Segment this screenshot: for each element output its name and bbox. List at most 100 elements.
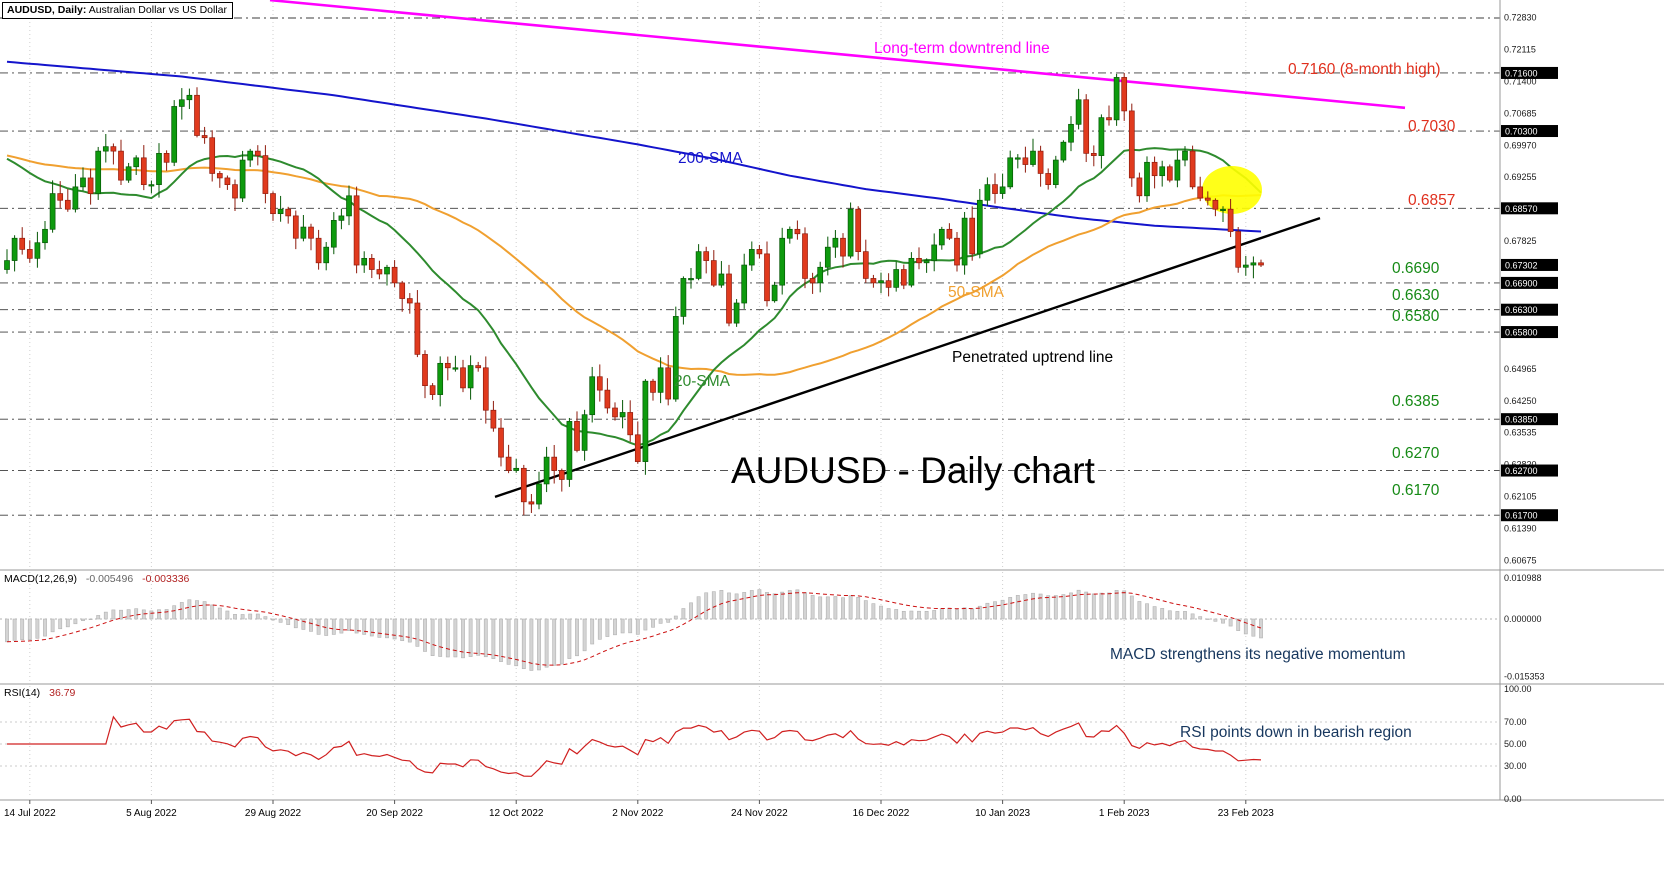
- candle-body: [840, 237, 846, 257]
- macd-histogram-bar: [195, 600, 199, 620]
- candle-body: [665, 367, 672, 400]
- price-scale[interactable]: [1500, 0, 1664, 800]
- macd-histogram-bar: [339, 618, 344, 634]
- macd-histogram-bar: [575, 618, 579, 657]
- macd-histogram-bar: [894, 609, 899, 620]
- candle-body: [353, 195, 360, 266]
- macd-histogram-bar: [134, 608, 139, 620]
- price-axis-label: 0.72830: [1504, 13, 1537, 23]
- macd-histogram-bar: [149, 610, 154, 620]
- macd-histogram-bar: [856, 597, 861, 620]
- long-term-downtrend-line[interactable]: [269, 0, 1406, 110]
- macd-histogram-bar: [1228, 618, 1233, 627]
- candle-body: [1189, 150, 1196, 188]
- macd-axis-label: 0.000000: [1504, 614, 1542, 624]
- macd-histogram-bar: [780, 591, 785, 620]
- candle-body: [779, 237, 786, 286]
- macd-histogram-bar: [157, 609, 161, 620]
- candle-body: [300, 226, 307, 239]
- macd-histogram-bar: [1243, 618, 1248, 635]
- macd-histogram-bar: [1213, 618, 1218, 622]
- candle-body: [133, 157, 140, 168]
- candle-body: [1174, 159, 1181, 181]
- chart-annotation: Penetrated uptrend line: [952, 349, 1114, 366]
- candle-body: [1007, 157, 1014, 188]
- macd-histogram-bar: [1023, 594, 1028, 620]
- candle-body: [984, 184, 991, 201]
- macd-histogram-bar: [590, 618, 595, 645]
- macd-histogram-bar: [552, 618, 557, 666]
- candle-body: [285, 208, 292, 217]
- macd-histogram-bar: [1061, 594, 1066, 620]
- macd-indicator-header: MACD(12,26,9) -0.005496 -0.003336: [4, 573, 189, 585]
- candle-body: [1098, 117, 1105, 156]
- candle-body: [125, 166, 132, 181]
- macd-histogram-bar: [795, 589, 800, 620]
- candle-body: [270, 193, 276, 215]
- candle-body: [1045, 173, 1052, 185]
- macd-histogram-bar: [613, 618, 617, 636]
- candle-body: [1022, 157, 1029, 165]
- date-axis-label: 2 Nov 2022: [612, 808, 664, 819]
- candle-body: [1106, 117, 1112, 121]
- rsi-axis-label: 100.00: [1504, 684, 1532, 694]
- candle-body: [1235, 231, 1242, 268]
- candle-body: [703, 251, 710, 261]
- candle-body: [1068, 123, 1074, 143]
- price-axis-label: 0.71400: [1504, 76, 1537, 86]
- macd-histogram-bar: [385, 618, 389, 639]
- macd-histogram-bar: [833, 596, 838, 620]
- candle-body: [1030, 150, 1036, 165]
- penetrated-uptrend-line[interactable]: [494, 216, 1321, 499]
- macd-histogram-bar: [240, 614, 245, 620]
- chart-annotation: 0.6630: [1392, 287, 1440, 304]
- price-axis-label: 0.61390: [1504, 524, 1537, 534]
- candle-body: [543, 456, 550, 485]
- candle-body: [330, 220, 337, 248]
- time-scale[interactable]: [0, 800, 1500, 830]
- candle-body: [1128, 110, 1135, 179]
- macd-histogram-bar: [582, 618, 587, 652]
- macd-histogram-bar: [597, 618, 602, 640]
- macd-histogram-bar: [1114, 590, 1119, 620]
- macd-histogram-bar: [1183, 611, 1187, 620]
- date-axis-label: 16 Dec 2022: [853, 808, 910, 819]
- current-price-label: 0.67302: [1505, 260, 1538, 270]
- macd-histogram-bar: [757, 589, 762, 620]
- date-axis-label: 12 Oct 2022: [489, 808, 544, 819]
- candle-body: [1166, 166, 1173, 181]
- candle-body: [817, 266, 824, 284]
- candle-body: [710, 260, 717, 286]
- chart-annotation: 0.6857: [1408, 192, 1456, 209]
- candle-body: [4, 260, 10, 270]
- macd-histogram-bar: [263, 616, 268, 620]
- candle-body: [72, 186, 79, 210]
- macd-histogram-bar: [415, 618, 420, 647]
- candle-body: [513, 467, 520, 471]
- macd-histogram-bar: [932, 610, 937, 620]
- macd-histogram-bar: [514, 618, 519, 667]
- macd-histogram-bar: [901, 610, 906, 620]
- candle-body: [786, 228, 793, 239]
- macd-histogram-bar: [787, 590, 792, 620]
- candle-body: [1052, 159, 1059, 185]
- macd-histogram-bar: [354, 618, 359, 634]
- macd-histogram-bar: [27, 618, 32, 640]
- macd-histogram-bar: [309, 618, 313, 632]
- macd-histogram-bar: [1167, 610, 1172, 620]
- macd-histogram-bar: [704, 592, 709, 620]
- macd-histogram-bar: [977, 605, 982, 620]
- macd-histogram-bar: [1205, 618, 1210, 620]
- macd-histogram-bar: [43, 618, 47, 637]
- macd-histogram-bar: [681, 608, 686, 620]
- macd-histogram-bar: [1221, 618, 1225, 624]
- macd-histogram-bar: [362, 618, 367, 635]
- candle-body: [399, 282, 406, 299]
- macd-histogram-bar: [909, 610, 914, 620]
- price-axis-label: 0.70685: [1504, 108, 1537, 118]
- macd-histogram-bar: [1129, 595, 1134, 620]
- chart-annotation: 50-SMA: [948, 284, 1004, 301]
- macd-histogram-bar: [255, 613, 260, 620]
- candle-body: [520, 467, 527, 503]
